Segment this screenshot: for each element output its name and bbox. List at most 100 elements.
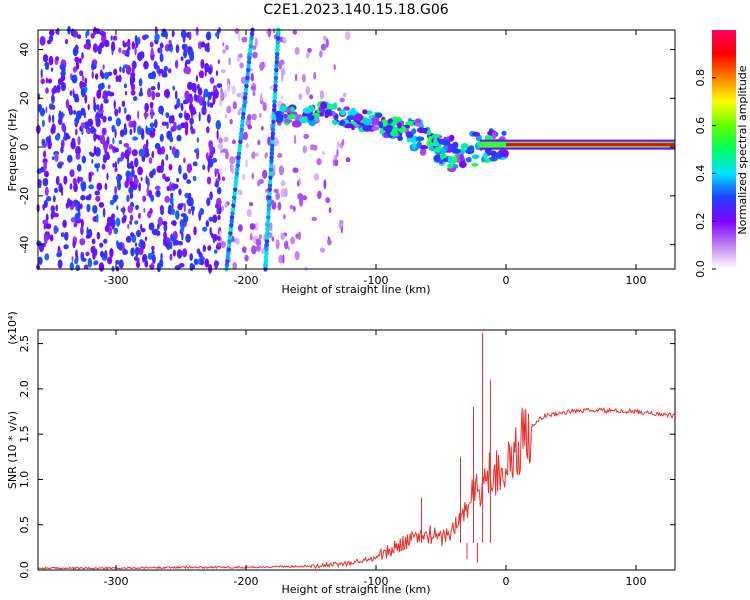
noise-cell (200, 41, 206, 48)
diagonal-streak-2-cell (273, 75, 279, 81)
noise-cell (77, 136, 81, 146)
arc-cell (371, 126, 380, 131)
noise-cell (77, 34, 82, 40)
y-tick-label: -20 (18, 187, 31, 205)
noise-cell (95, 195, 101, 202)
noise-cell (99, 134, 106, 145)
noise-cell (273, 137, 279, 147)
noise-cell (114, 108, 119, 117)
x-tick-label: -200 (234, 575, 259, 588)
diagonal-streak-2-cell (264, 242, 269, 248)
noise-cell (48, 114, 51, 123)
diagonal-streak-1-cell (246, 67, 251, 73)
noise-cell (74, 213, 80, 222)
chart-title: C2E1.2023.140.15.18.G06 (263, 2, 449, 18)
diagonal-streak-2-cell (264, 246, 269, 252)
noise-cell (86, 29, 90, 37)
diagonal-streak-2-cell (265, 226, 270, 232)
noise-cell (227, 82, 231, 93)
noise-cell (83, 264, 89, 270)
noise-cell (101, 163, 106, 170)
diagonal-streak-1-cell (230, 206, 236, 212)
noise-cell (226, 78, 231, 83)
noise-cell (323, 179, 327, 190)
noise-cell (290, 236, 296, 245)
noise-cell (158, 69, 164, 74)
diagonal-streak-1-cell (240, 115, 246, 121)
noise-cell (231, 164, 235, 175)
noise-cell (169, 145, 172, 150)
noise-cell (58, 110, 62, 120)
diagonal-streak-1-cell (225, 258, 230, 264)
noise-cell (55, 204, 58, 212)
noise-cell (134, 242, 138, 247)
noise-cell (163, 89, 170, 98)
noise-cell (79, 70, 84, 77)
noise-cell (121, 49, 127, 55)
noise-cell (158, 105, 165, 115)
noise-cell (72, 88, 75, 97)
noise-cell (256, 245, 260, 250)
noise-cell (111, 41, 116, 52)
noise-cell (192, 161, 198, 167)
noise-cell (246, 142, 249, 149)
noise-cell (125, 91, 128, 96)
noise-cell (144, 34, 149, 39)
noise-cell (46, 39, 52, 45)
diagonal-streak-2-cell (269, 146, 275, 153)
noise-cell (103, 72, 109, 80)
noise-cell (319, 50, 323, 58)
noise-cell (155, 189, 161, 198)
noise-cell (202, 100, 207, 108)
noise-cell (284, 187, 288, 198)
noise-cell (162, 221, 168, 226)
snr-y-ticks: 0.0 0.5 1.0 1.5 2.0 2.5 (18, 335, 675, 579)
noise-cell (145, 139, 149, 148)
arc-cell (491, 131, 497, 140)
noise-cell (96, 213, 99, 223)
noise-cell (235, 238, 240, 245)
noise-cell (225, 44, 229, 51)
diagonal-streak-2-cell (275, 51, 280, 57)
noise-cell (188, 49, 194, 59)
noise-cell (251, 151, 256, 159)
noise-cell (120, 151, 125, 160)
noise-cell (113, 68, 118, 76)
noise-cell (172, 183, 179, 190)
diagonal-streak-2-cell (273, 71, 279, 77)
noise-cell (187, 197, 192, 207)
noise-cell (64, 38, 69, 45)
diagonal-streak-1-cell (246, 63, 251, 69)
noise-cell (72, 177, 78, 185)
noise-cell (65, 99, 70, 109)
noise-cell (255, 221, 259, 231)
noise-cell (250, 85, 256, 91)
diagonal-streak-2-cell (265, 222, 271, 228)
noise-cell (225, 150, 229, 160)
noise-cell (175, 210, 180, 220)
x-tick-label: 0 (503, 575, 510, 588)
colorbar-tick-label: 0.4 (694, 165, 707, 183)
noise-cell (273, 188, 279, 193)
y-tick-label: 1.0 (18, 471, 31, 489)
noise-cell (143, 60, 149, 70)
diagonal-streak-2-cell (268, 166, 274, 172)
noise-cell (140, 228, 146, 233)
noise-cell (101, 127, 107, 136)
noise-cell (169, 136, 174, 143)
noise-cell (81, 74, 85, 82)
y-tick-label: 2.0 (18, 380, 31, 398)
noise-cell (126, 194, 130, 203)
noise-cell (176, 124, 182, 131)
noise-cell (127, 39, 131, 44)
noise-cell (75, 128, 78, 136)
noise-cell (271, 236, 274, 242)
noise-cell (103, 238, 108, 244)
noise-cell (73, 110, 77, 115)
noise-cell (259, 112, 262, 118)
noise-cell (115, 259, 120, 265)
diagonal-streak-1-cell (238, 138, 243, 145)
diagonal-streak-2-cell (275, 39, 281, 45)
spectrogram-frame (37, 29, 676, 270)
noise-cell (228, 57, 231, 66)
